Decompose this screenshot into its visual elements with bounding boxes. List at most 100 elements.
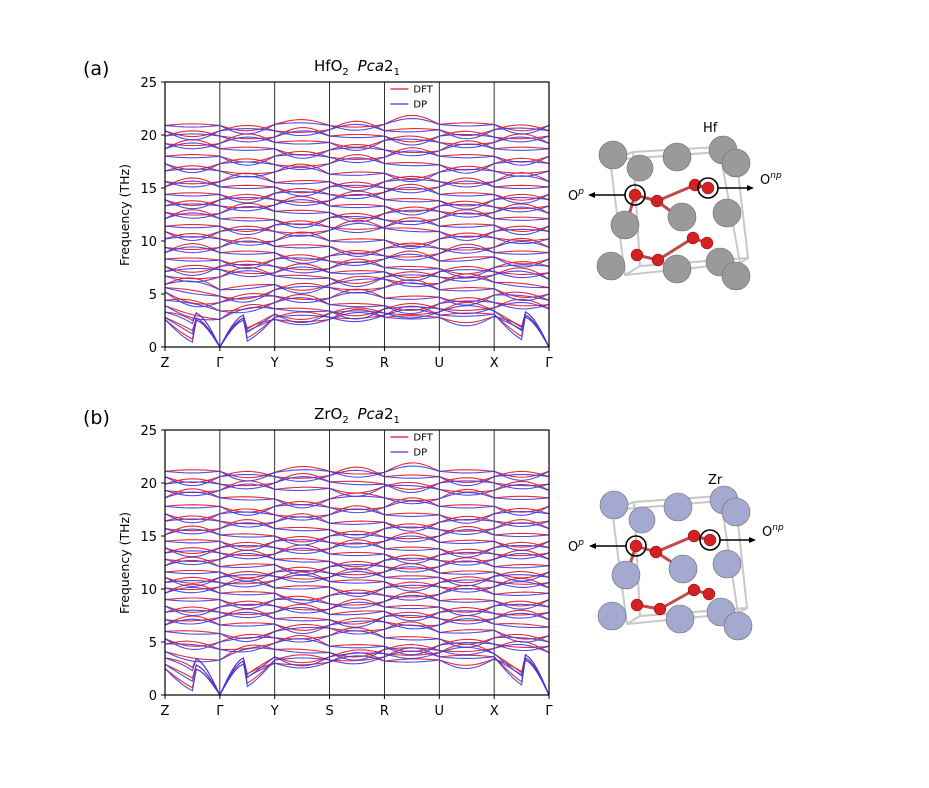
- band-line: [164, 234, 550, 249]
- band-line: [164, 240, 550, 257]
- x-tick-label: Γ: [216, 356, 224, 371]
- band-line: [164, 528, 550, 546]
- title-space-group-sub: 1: [394, 415, 400, 426]
- band-line: [164, 594, 550, 610]
- o-p-arrowhead: [589, 543, 596, 549]
- band-line: [164, 581, 550, 597]
- band-line: [164, 465, 550, 482]
- panel-a: (a) HfO2 Pca21 Frequency (THz) 051015202…: [83, 57, 782, 371]
- crystal-structure: Op Onp Hf: [568, 121, 782, 291]
- band-line: [164, 516, 550, 532]
- band-line: [164, 535, 550, 551]
- y-tick-label: 0: [149, 341, 157, 356]
- band-line: [164, 640, 550, 661]
- oxygen-atom: [628, 188, 642, 202]
- oxygen-atom: [686, 231, 700, 245]
- x-tick-label: R: [380, 704, 389, 719]
- oxygen-atoms: [628, 178, 715, 267]
- band-line: [164, 646, 550, 697]
- band-line: [164, 157, 550, 174]
- band-structure-plot: 0 5 10 15 20 25 Z Γ Y S R U X Γ DFT DP: [140, 424, 553, 719]
- oxygen-atoms: [629, 529, 717, 616]
- band-line: [164, 472, 550, 490]
- metal-atom: [712, 198, 742, 228]
- chart-title: ZrO2 Pca21: [314, 405, 400, 426]
- y-tick-label: 10: [140, 583, 157, 598]
- x-tick-label: Y: [270, 704, 279, 719]
- band-line: [164, 217, 550, 233]
- metal-atom: [721, 148, 751, 178]
- plot-frame: [164, 429, 550, 696]
- band-line: [164, 643, 550, 663]
- dp-bands: [164, 465, 550, 697]
- x-tick-label: X: [490, 704, 499, 719]
- metal-atom: [662, 254, 692, 284]
- band-line: [164, 591, 550, 607]
- band-line: [164, 297, 550, 315]
- y-tick-label: 10: [140, 235, 157, 250]
- metal-atom: [721, 261, 751, 291]
- band-line: [164, 118, 550, 135]
- band-line: [164, 136, 550, 151]
- title-formula-sub: 2: [342, 67, 348, 78]
- metal-label: Zr: [708, 473, 723, 488]
- metal-atom: [721, 497, 751, 527]
- band-line: [164, 166, 550, 183]
- y-tick-label: 5: [149, 288, 157, 303]
- band-line: [164, 508, 550, 524]
- band-line: [164, 150, 550, 166]
- band-line: [164, 549, 550, 568]
- legend: DFT DP: [390, 85, 434, 111]
- x-tick-label: Γ: [216, 704, 224, 719]
- metal-atoms: [597, 485, 753, 641]
- band-line: [164, 147, 550, 163]
- metal-atom: [665, 604, 695, 634]
- dp-bands: [164, 118, 550, 349]
- band-line: [164, 266, 550, 282]
- band-line: [164, 483, 550, 497]
- metal-atoms: [596, 135, 751, 291]
- band-line: [164, 212, 550, 229]
- band-line: [164, 291, 550, 308]
- band-line: [164, 231, 550, 246]
- oxygen-atom: [702, 587, 716, 601]
- band-line: [164, 466, 550, 484]
- title-formula-sub: 2: [342, 415, 348, 426]
- x-tick-label: S: [325, 704, 333, 719]
- panel-label: (a): [83, 58, 109, 80]
- oxygen-atom: [629, 539, 643, 553]
- title-space-group: Pca: [358, 57, 384, 75]
- y-tick-label: 15: [140, 530, 157, 545]
- band-line: [164, 630, 550, 650]
- band-line: [164, 547, 550, 565]
- oxygen-atom: [703, 533, 717, 547]
- band-line: [164, 601, 550, 617]
- metal-atom: [668, 554, 698, 584]
- metal-atom: [712, 549, 742, 579]
- title-space-group: Pca: [358, 405, 384, 423]
- y-axis-label: Frequency (THz): [117, 512, 132, 614]
- y-tick-label: 25: [140, 424, 157, 439]
- metal-atom: [663, 492, 693, 522]
- band-line: [164, 650, 550, 697]
- y-tick-label: 20: [140, 129, 157, 144]
- band-line: [164, 308, 550, 349]
- x-tick-label: S: [325, 356, 333, 371]
- x-tick-label: X: [490, 356, 499, 371]
- band-line: [164, 497, 550, 513]
- legend: DFT DP: [390, 433, 434, 459]
- band-line: [164, 563, 550, 579]
- panel-b: (b) ZrO2 Pca21 Frequency (THz) 051015202…: [83, 405, 784, 719]
- y-tick-label: 0: [149, 689, 157, 704]
- legend-label: DFT: [413, 433, 433, 444]
- o-np-arrowhead: [747, 185, 754, 191]
- band-line: [164, 175, 550, 192]
- band-line: [164, 305, 550, 349]
- x-tick-label: Γ: [545, 356, 553, 371]
- metal-label: Hf: [703, 121, 718, 136]
- legend-label: DP: [413, 448, 427, 459]
- band-structure-plot: 0 5 10 15 20 25 Z Γ Y S R U X Γ DFT DP: [140, 76, 553, 371]
- band-line: [164, 288, 550, 305]
- band-line: [164, 186, 550, 204]
